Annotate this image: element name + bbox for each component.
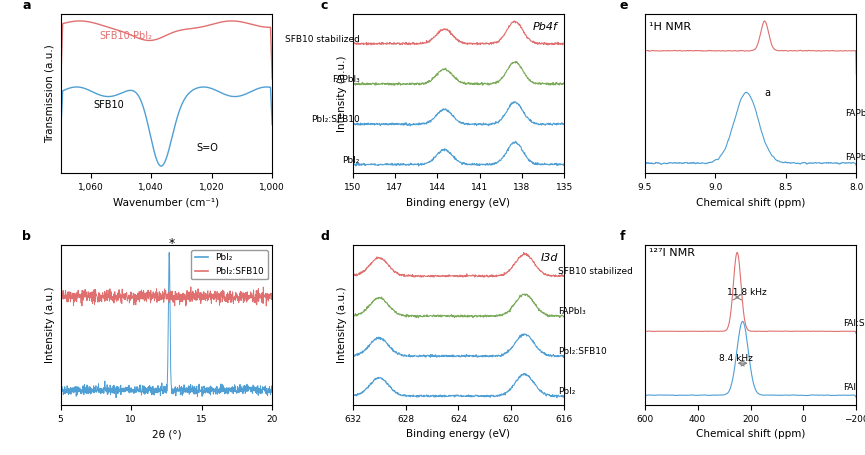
Legend: PbI₂, PbI₂:SFB10: PbI₂, PbI₂:SFB10 [191, 250, 267, 279]
Text: e: e [619, 0, 628, 12]
Text: b: b [22, 230, 31, 243]
Text: FAPbI₃: FAPbI₃ [558, 307, 586, 316]
Text: d: d [321, 230, 330, 243]
Y-axis label: Intensity (a.u.): Intensity (a.u.) [45, 287, 55, 364]
Text: 11.8 kHz: 11.8 kHz [727, 288, 766, 297]
Text: I3d: I3d [541, 253, 558, 263]
X-axis label: Binding energy (eV): Binding energy (eV) [407, 429, 510, 439]
Text: FAPbI₃: FAPbI₃ [332, 75, 360, 84]
Text: Pb4f: Pb4f [533, 22, 558, 32]
Text: ¹H NMR: ¹H NMR [649, 22, 691, 32]
Text: SFB10 stabilized: SFB10 stabilized [285, 35, 360, 44]
Y-axis label: Intensity (a.u.): Intensity (a.u.) [337, 287, 347, 364]
Text: S=O: S=O [196, 143, 219, 153]
X-axis label: Chemical shift (ppm): Chemical shift (ppm) [695, 197, 805, 207]
Text: a: a [22, 0, 31, 12]
X-axis label: Binding energy (eV): Binding energy (eV) [407, 197, 510, 207]
Text: PbI₂:SFB10: PbI₂:SFB10 [311, 115, 360, 124]
Text: a: a [765, 88, 771, 98]
Text: 8.4 kHz: 8.4 kHz [719, 354, 753, 363]
Text: SFB10:PbI₂: SFB10:PbI₂ [99, 30, 153, 40]
Text: FAPbI₃:SFB10: FAPbI₃:SFB10 [845, 109, 865, 118]
Text: ¹²⁷I NMR: ¹²⁷I NMR [649, 248, 695, 258]
Text: PbI₂:SFB10: PbI₂:SFB10 [558, 347, 606, 356]
Text: PbI₂: PbI₂ [343, 156, 360, 165]
Text: c: c [321, 0, 328, 12]
Text: FAPbI₃: FAPbI₃ [845, 152, 865, 162]
X-axis label: 2θ (°): 2θ (°) [151, 429, 181, 439]
Text: PbI₂: PbI₂ [558, 387, 575, 396]
Text: FAI: FAI [843, 383, 856, 392]
X-axis label: Wavenumber (cm⁻¹): Wavenumber (cm⁻¹) [113, 197, 220, 207]
Text: *: * [168, 237, 175, 250]
X-axis label: Chemical shift (ppm): Chemical shift (ppm) [695, 429, 805, 439]
Text: SFB10 stabilized: SFB10 stabilized [558, 267, 632, 276]
Y-axis label: Transmission (a.u.): Transmission (a.u.) [45, 44, 55, 143]
Y-axis label: Intensity (a.u.): Intensity (a.u.) [337, 55, 347, 132]
Text: f: f [619, 230, 625, 243]
Text: SFB10: SFB10 [93, 100, 125, 110]
Text: FAI:SFB10: FAI:SFB10 [843, 319, 865, 328]
